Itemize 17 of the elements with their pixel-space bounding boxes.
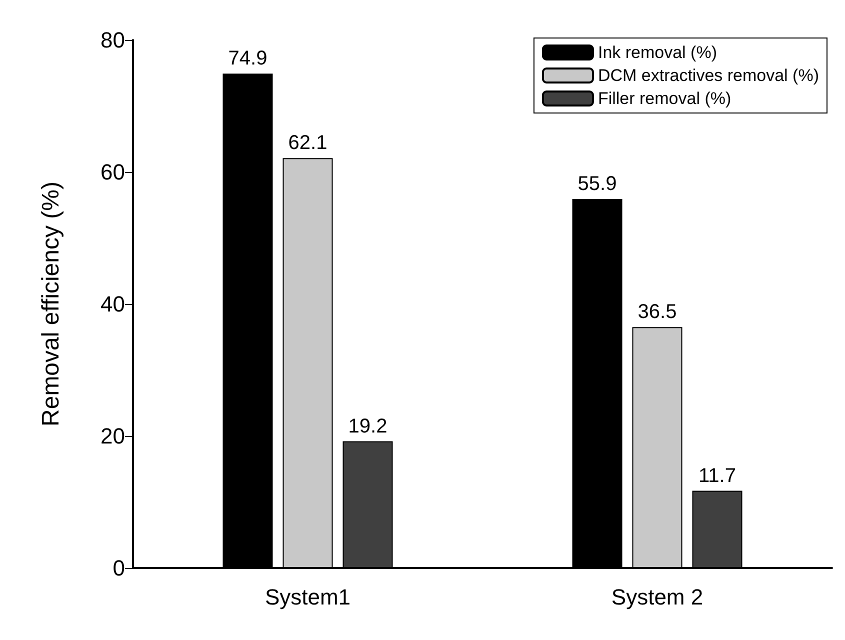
data-label: 62.1 [288,132,328,154]
y-tick-label: 20 [100,424,125,448]
data-label: 36.5 [638,301,677,324]
legend-label: Filler removal (%) [598,89,732,108]
y-tick-label: 0 [112,556,125,580]
x-tick-label: System 2 [611,584,704,610]
y-tick-label: 80 [100,28,125,52]
y-tick-label: 40 [100,292,125,316]
data-label: 74.9 [228,48,268,70]
legend-label: Ink removal (%) [598,43,717,62]
data-label: 11.7 [698,464,736,487]
data-label: 55.9 [578,173,617,196]
y-axis-title: Removal efficiency (%) [38,182,64,426]
y-tick-label: 60 [100,160,125,184]
x-tick-label: System1 [264,584,351,610]
legend-label: DCM extractives removal (%) [598,66,820,85]
data-label: 19.2 [348,415,388,438]
